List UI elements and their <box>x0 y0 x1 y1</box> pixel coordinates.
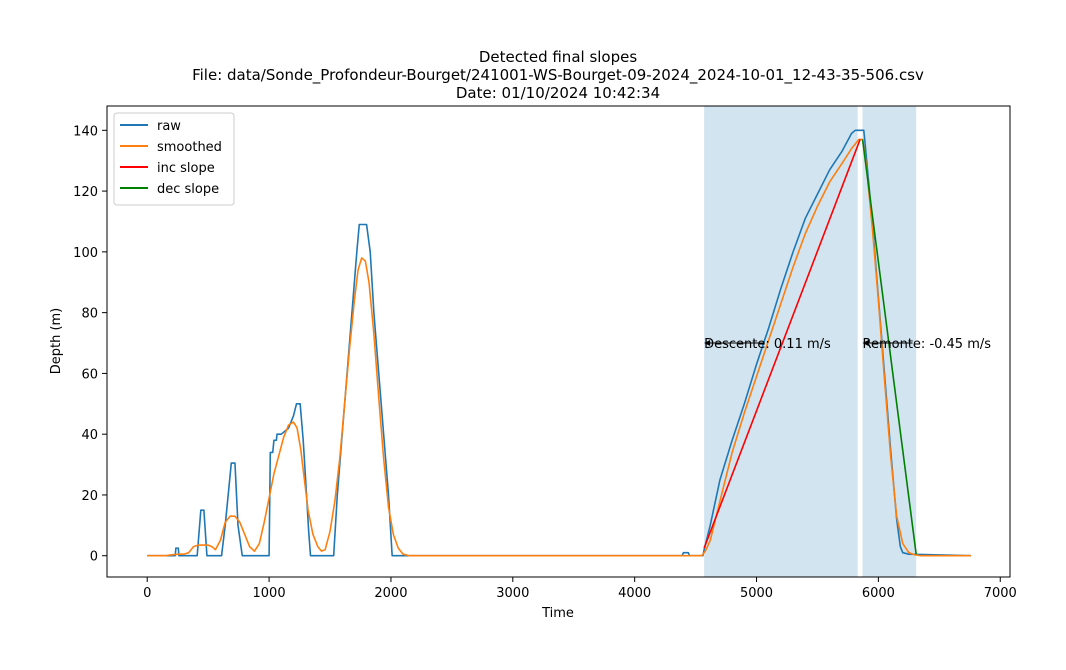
annotation-label-2: Remonte: -0.45 m/s <box>863 337 992 352</box>
y-tick-label: 20 <box>81 489 98 504</box>
series-line-dec-slope <box>861 139 917 555</box>
plot-series <box>147 129 972 557</box>
legend-label: raw <box>157 119 181 134</box>
series-line-raw <box>147 129 972 557</box>
shaded-region-1 <box>704 106 858 577</box>
x-tick-label: 2000 <box>374 586 407 601</box>
annotations: Descente: 0.11 m/s Remonte: -0.45 m/s <box>704 337 991 352</box>
y-tick-label: 40 <box>81 428 98 443</box>
chart-subtitle-date: Date: 01/10/2024 10:42:34 <box>456 84 660 102</box>
x-tick-label: 1000 <box>253 586 286 601</box>
plot-frame <box>106 105 1011 578</box>
y-tick-label: 140 <box>73 124 98 139</box>
y-tick-label: 100 <box>73 246 98 261</box>
y-tick-label: 120 <box>73 185 98 200</box>
y-tick-label: 80 <box>81 307 98 322</box>
legend-label: dec slope <box>157 182 219 197</box>
legend-box <box>113 112 235 206</box>
x-tick-label: 7000 <box>984 586 1017 601</box>
legend-label: smoothed <box>157 140 222 155</box>
y-axis-ticks: 0 20 40 60 80 100 120 140 <box>73 124 107 565</box>
x-tick-label: 3000 <box>496 586 529 601</box>
annotation-label-1: Descente: 0.11 m/s <box>704 337 831 352</box>
annotation-arrowhead-1 <box>704 340 711 347</box>
y-tick-label: 0 <box>90 550 98 565</box>
x-tick-label: 6000 <box>862 586 895 601</box>
series-line-smoothed <box>147 138 971 557</box>
x-tick-label: 0 <box>143 586 151 601</box>
chart-title: Detected final slopes <box>479 48 638 66</box>
x-tick-label: 5000 <box>740 586 773 601</box>
legend: raw smoothed inc slope dec slope <box>113 112 235 206</box>
annotation-arrowhead-2 <box>862 340 869 347</box>
chart-subtitle-file: File: data/Sonde_Profondeur-Bourget/2410… <box>192 66 924 85</box>
x-axis-ticks: 0 1000 2000 3000 4000 5000 6000 7000 <box>143 577 1017 601</box>
series-line-inc-slope <box>703 139 861 549</box>
x-tick-label: 4000 <box>618 586 651 601</box>
legend-label: inc slope <box>157 161 215 176</box>
y-tick-label: 60 <box>81 367 98 382</box>
x-axis-label: Time <box>541 606 574 621</box>
y-axis-label: Depth (m) <box>49 308 64 375</box>
